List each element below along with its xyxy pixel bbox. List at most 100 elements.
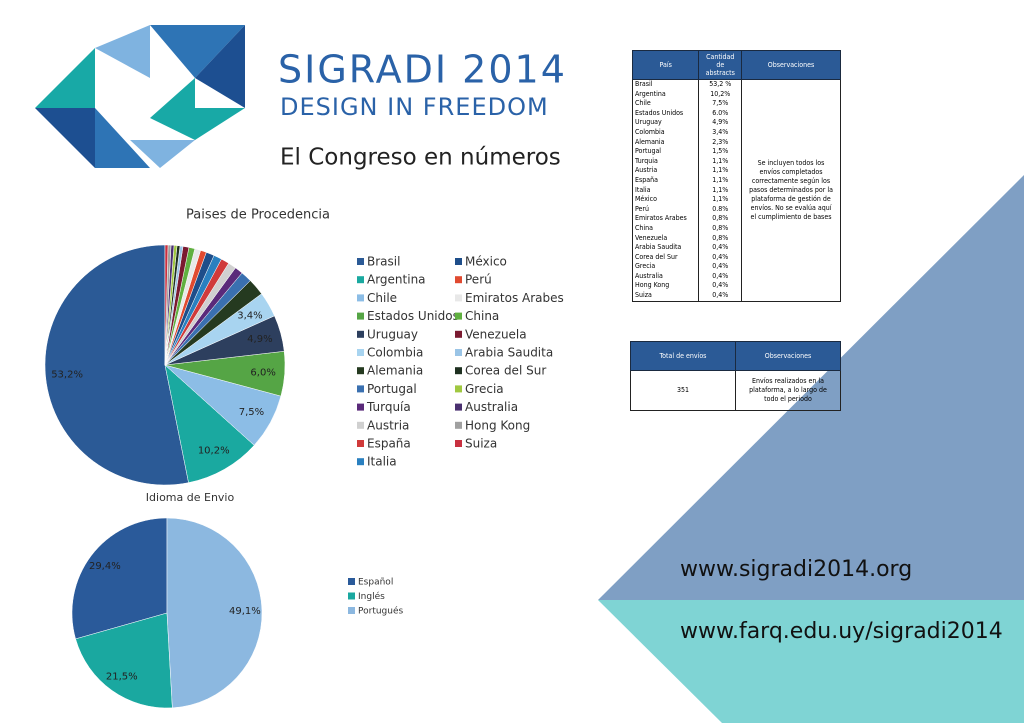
legend-swatch — [357, 385, 364, 393]
chart-title: Idioma de Envio — [146, 491, 235, 504]
legend-label: Suiza — [465, 437, 497, 451]
legend-label: Australia — [465, 400, 518, 414]
value-cell: 1,5% — [698, 147, 743, 157]
country-cell: Portugal — [631, 147, 700, 157]
header-cell: País — [631, 50, 700, 80]
country-cell: Brasil — [631, 79, 700, 90]
slice-label: 21,5% — [106, 671, 138, 682]
legend-label: Italia — [367, 455, 397, 469]
value-cell: 7,5% — [698, 99, 743, 109]
value-cell: 1,1% — [698, 185, 743, 196]
value-cell: 53,2 % — [698, 79, 743, 90]
legend-swatch — [455, 440, 462, 447]
value-cell: 6.0% — [698, 108, 743, 119]
tagline: El Congreso en números — [280, 145, 561, 171]
legend-swatch — [357, 330, 364, 338]
legend-label: Portugués — [358, 606, 404, 617]
legend-label: Español — [358, 578, 393, 588]
legend-swatch — [455, 294, 462, 302]
legend-label: Uruguay — [367, 327, 418, 341]
value-cell: 0,4% — [698, 243, 743, 253]
table-row: Uruguay 4,9% — [631, 118, 841, 128]
legend-label: Corea del Sur — [465, 364, 546, 378]
value-cell: 2,3% — [698, 137, 743, 148]
value-cell: 0,4% — [698, 271, 743, 282]
note-cell: Envíos realizados en la plataforma, a lo… — [735, 370, 841, 411]
table-row: Austria 1,1% — [631, 166, 841, 176]
value-cell: 1,1% — [698, 195, 743, 205]
legend-label: Arabia Saudita — [465, 346, 553, 360]
table-row: Arabia Saudita 0,4% — [631, 243, 841, 253]
header-cell: Observaciones — [741, 50, 841, 80]
pie-slice — [166, 517, 263, 709]
table-row: Italia 1,1% — [631, 185, 841, 196]
title: SIGRADI 2014 — [278, 48, 567, 92]
legend-swatch — [455, 403, 462, 411]
legend-label: Perú — [465, 273, 492, 287]
legend-swatch — [357, 403, 364, 411]
table-row: Turquia 1,1% — [631, 156, 841, 167]
table-row: Grecia 0,4% — [631, 262, 841, 272]
value-cell: 0,8% — [698, 214, 743, 224]
header-row: País Cantidad de abstracts Observaciones — [631, 50, 841, 80]
country-cell: Colombia — [631, 127, 700, 138]
country-cell: China — [631, 223, 700, 234]
table-row: Perú 0.8% — [631, 204, 841, 215]
legend-label: Inglés — [358, 591, 385, 602]
value-cell: 4,9% — [698, 118, 743, 128]
slice-label: 7,5% — [239, 407, 264, 418]
legend-swatch — [455, 367, 462, 375]
country-cell: Grecia — [631, 262, 700, 272]
value-cell: 0,8% — [698, 223, 743, 234]
country-cell: Australia — [631, 271, 700, 282]
value-cell: 1,1% — [698, 166, 743, 176]
country-cell: Suiza — [631, 291, 700, 302]
legend-label: Portugal — [367, 382, 417, 396]
country-cell: Perú — [631, 204, 700, 215]
slice-label: 49,1% — [229, 606, 261, 617]
table-row: Argentina 10,2% — [631, 89, 841, 100]
legend-swatch — [357, 458, 364, 466]
country-cell: Hong Kong — [631, 281, 700, 292]
subtitle: DESIGN IN FREEDOM — [280, 93, 549, 121]
value-cell: 1,1% — [698, 156, 743, 167]
legend-swatch — [357, 367, 364, 375]
legend-label: Alemania — [367, 364, 423, 378]
country-cell: Austria — [631, 166, 700, 176]
summary-table: Total de envíos Observaciones 351 Envíos re… — [630, 341, 841, 411]
value-cell: 10,2% — [698, 89, 743, 100]
legend-label: México — [465, 255, 507, 269]
legend-label: Venezuela — [465, 327, 527, 341]
legend-swatch — [357, 258, 364, 265]
legend-label: Grecia — [465, 382, 504, 396]
value-cell: 0,4% — [698, 291, 743, 302]
slice-label: 3,4% — [237, 310, 262, 321]
legend-swatch — [348, 592, 355, 600]
bg-shape — [598, 600, 1024, 723]
legend-swatch — [455, 349, 462, 356]
header-row: Total de envíos Observaciones — [630, 341, 841, 371]
country-cell: Alemania — [631, 137, 700, 148]
country-cell: España — [631, 175, 700, 186]
slice-label: 53,2% — [51, 370, 83, 381]
table-row: China 0,8% — [631, 223, 841, 234]
header-cell: Observaciones — [735, 341, 841, 371]
value-cell: 3,4% — [698, 127, 743, 138]
legend-swatch — [455, 421, 462, 429]
value-cell: 0,4% — [698, 281, 743, 292]
table-row: 351 Envíos realizados en la plataforma, a… — [630, 370, 841, 411]
link: www.sigradi2014.org — [680, 557, 912, 582]
legend-swatch — [357, 276, 364, 284]
slice-label: 4,9% — [247, 334, 272, 345]
header-cell: Total de envíos — [630, 341, 736, 371]
total-cell: 351 — [630, 370, 736, 411]
legend-swatch — [455, 258, 462, 265]
slice-label: 6,0% — [250, 367, 275, 378]
country-cell: Venezuela — [631, 233, 700, 244]
legend-swatch — [357, 312, 364, 320]
legend-label: Estados Unidos — [367, 309, 459, 323]
country-cell: Emiratos Arabes — [631, 214, 700, 224]
table-row: Corea del Sur 0,4% — [631, 252, 841, 263]
table-row: Australia 0,4% — [631, 271, 841, 282]
legend-label: Austria — [367, 418, 409, 432]
